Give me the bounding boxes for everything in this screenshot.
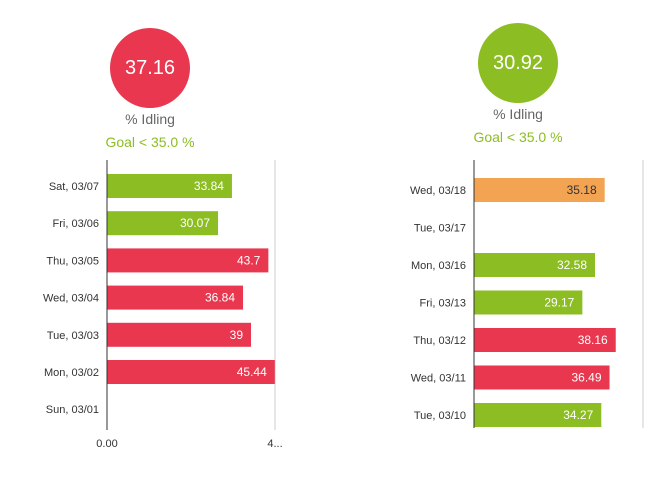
bar[interactable] (107, 285, 244, 310)
x-tick-label: 4... (267, 438, 282, 450)
bar[interactable] (107, 248, 269, 273)
bar-value-label: 36.84 (205, 291, 235, 305)
kpi-circle-left: 37.16 (110, 28, 190, 108)
category-label: Sun, 03/01 (46, 404, 99, 416)
category-label: Tue, 03/17 (414, 223, 466, 235)
x-tick-label: 0.00 (96, 438, 117, 450)
bar[interactable] (107, 211, 219, 236)
bar[interactable] (107, 360, 275, 384)
category-label: Sat, 03/07 (49, 181, 99, 193)
bar-value-label: 33.84 (194, 179, 224, 193)
category-label: Thu, 03/05 (46, 255, 99, 267)
bar[interactable] (474, 365, 610, 390)
category-label: Wed, 03/11 (411, 373, 466, 385)
bar[interactable] (107, 322, 251, 347)
bar-value-label: 38.16 (578, 333, 608, 347)
bar[interactable] (474, 403, 602, 427)
bar[interactable] (474, 253, 596, 277)
bar-value-label: 36.49 (572, 371, 602, 385)
metric-label-left: % Idling (125, 111, 175, 127)
metric-label-right: % Idling (493, 106, 543, 122)
bar[interactable] (474, 290, 583, 315)
bar[interactable] (474, 328, 616, 352)
bar[interactable] (474, 178, 605, 202)
category-label: Wed, 03/18 (410, 185, 466, 197)
bar-value-label: 34.27 (563, 408, 593, 422)
bar[interactable] (107, 174, 232, 198)
bar-value-label: 30.07 (180, 216, 210, 230)
category-label: Fri, 03/06 (53, 218, 99, 230)
category-label: Tue, 03/03 (47, 330, 99, 342)
bar-value-label: 32.58 (557, 258, 587, 272)
bar-value-label: 43.7 (237, 253, 261, 267)
category-label: Mon, 03/02 (44, 367, 99, 379)
category-label: Mon, 03/16 (411, 260, 466, 272)
goal-label-right: Goal < 35.0 % (473, 129, 563, 145)
bar-value-label: 45.44 (237, 365, 267, 379)
category-label: Thu, 03/12 (413, 335, 466, 347)
bar-value-label: 39 (230, 328, 244, 342)
bar-value-label: 35.18 (567, 183, 597, 197)
kpi-circle-right: 30.92 (478, 23, 558, 103)
category-label: Tue, 03/10 (414, 410, 466, 422)
category-label: Wed, 03/04 (43, 293, 99, 305)
bar-value-label: 29.17 (544, 296, 574, 310)
category-label: Fri, 03/13 (420, 298, 466, 310)
goal-label-left: Goal < 35.0 % (105, 134, 195, 150)
